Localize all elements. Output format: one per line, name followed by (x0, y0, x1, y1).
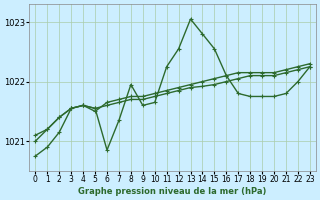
X-axis label: Graphe pression niveau de la mer (hPa): Graphe pression niveau de la mer (hPa) (78, 187, 267, 196)
